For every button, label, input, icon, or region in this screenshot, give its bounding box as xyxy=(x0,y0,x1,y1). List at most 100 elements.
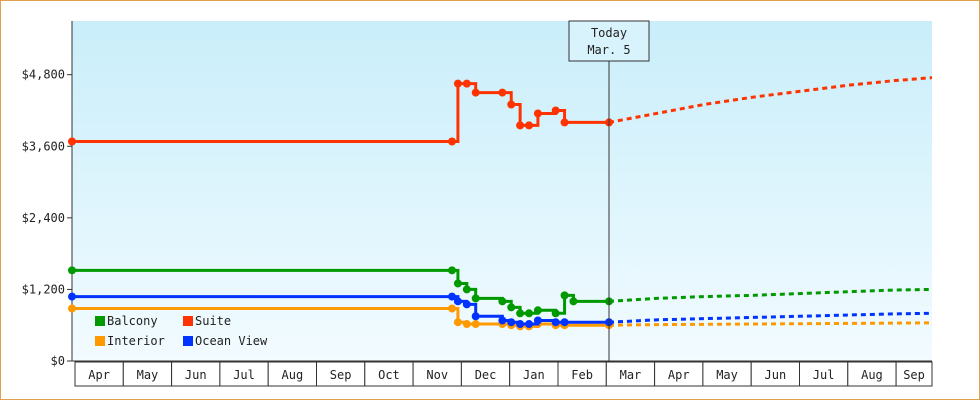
month-cell xyxy=(895,361,933,387)
forecast-line-balcony xyxy=(608,287,933,303)
data-point-ocean-view xyxy=(453,297,462,306)
month-label: May xyxy=(716,368,738,382)
month-cell xyxy=(412,361,462,387)
month-label: Jul xyxy=(813,368,835,382)
month-cell xyxy=(799,361,849,387)
legend-label-interior: Interior xyxy=(107,334,165,348)
data-point-interior xyxy=(471,320,480,329)
data-point-balcony xyxy=(569,297,578,306)
data-point-ocean-view xyxy=(471,312,480,321)
legend-label-ocean-view: Ocean View xyxy=(195,334,268,348)
today-callout-date: Mar. 5 xyxy=(587,43,630,57)
data-point-interior xyxy=(448,304,456,313)
data-point-ocean-view xyxy=(498,316,507,325)
data-point-suite xyxy=(533,109,542,118)
data-point-balcony xyxy=(453,279,462,288)
legend-swatch-interior xyxy=(95,336,105,346)
series-line-balcony xyxy=(72,268,609,315)
month-cell xyxy=(702,361,752,387)
data-point-ocean-view xyxy=(68,292,76,301)
y-tick-label: $2,400 xyxy=(22,211,65,225)
data-point-balcony xyxy=(533,306,542,315)
data-point-ocean-view xyxy=(516,320,525,329)
month-label: Jun xyxy=(765,368,787,382)
month-label: Aug xyxy=(282,368,304,382)
data-point-balcony xyxy=(498,297,507,306)
data-point-balcony xyxy=(551,309,560,318)
series-balcony xyxy=(68,266,933,318)
data-point-ocean-view xyxy=(448,292,456,301)
data-point-suite xyxy=(462,79,471,88)
today-callout-title: Today xyxy=(591,26,627,40)
month-cell xyxy=(122,361,173,387)
month-cell xyxy=(509,361,559,387)
data-point-suite xyxy=(525,121,534,130)
data-point-interior xyxy=(453,318,462,327)
month-label: Mar xyxy=(620,368,642,382)
data-point-balcony xyxy=(560,291,569,300)
data-point-suite xyxy=(516,121,525,130)
legend-label-balcony: Balcony xyxy=(107,314,158,328)
month-label: Jan xyxy=(523,368,545,382)
data-point-suite xyxy=(453,79,462,88)
data-point-interior xyxy=(462,320,471,329)
data-point-ocean-view xyxy=(551,318,560,327)
month-cell xyxy=(219,361,269,387)
month-cell xyxy=(750,361,801,387)
data-point-balcony xyxy=(462,285,471,294)
data-point-suite xyxy=(471,88,480,97)
data-point-ocean-view xyxy=(462,300,471,309)
today-marker: Today Mar. 5 xyxy=(568,20,650,361)
data-point-suite xyxy=(448,137,456,146)
month-label: Apr xyxy=(88,368,110,382)
data-point-ocean-view xyxy=(533,316,542,325)
month-label: Aug xyxy=(861,368,883,382)
month-cell xyxy=(460,361,511,387)
data-point-balcony xyxy=(68,266,76,275)
y-axis: $0 $1,200 $2,400 $3,600 $4,800 xyxy=(22,21,73,368)
forecast-line-ocean-view xyxy=(608,311,933,324)
legend-swatch-suite xyxy=(183,316,193,326)
data-point-suite xyxy=(507,100,516,109)
legend-swatch-balcony xyxy=(95,316,105,326)
month-label: Dec xyxy=(475,368,497,382)
month-label: Jun xyxy=(185,368,207,382)
forecast-line-interior xyxy=(608,321,933,327)
y-tick-label: $3,600 xyxy=(22,139,65,153)
month-label: Apr xyxy=(668,368,690,382)
month-label: Sep xyxy=(330,368,352,382)
y-tick-label: $0 xyxy=(51,354,65,368)
data-point-balcony xyxy=(471,294,480,303)
month-cell xyxy=(654,361,704,387)
y-tick-label: $4,800 xyxy=(22,68,65,82)
legend-label-suite: Suite xyxy=(195,314,231,328)
month-cell xyxy=(171,361,221,387)
x-axis: Apr May Jun Jul Aug Sep Oct Nov Dec Jan Feb Mar Apr M… xyxy=(72,360,933,387)
data-point-ocean-view xyxy=(525,320,534,329)
forecast-line-suite xyxy=(608,76,933,124)
series-layer xyxy=(68,76,933,331)
month-cell xyxy=(557,361,607,387)
month-label: Jul xyxy=(233,368,255,382)
data-point-interior xyxy=(68,304,76,313)
legend-swatch-ocean-view xyxy=(183,336,193,346)
data-point-balcony xyxy=(507,303,516,312)
month-label: Oct xyxy=(378,368,400,382)
legend: Balcony Suite Interior Ocean View xyxy=(95,314,268,348)
series-ocean-view xyxy=(68,292,933,329)
series-suite xyxy=(68,76,933,146)
data-point-ocean-view xyxy=(560,318,569,327)
data-point-suite xyxy=(560,118,569,127)
data-point-ocean-view xyxy=(507,318,516,327)
month-cell xyxy=(316,361,366,387)
data-point-suite xyxy=(498,88,507,97)
month-cell xyxy=(364,361,414,387)
month-label: Feb xyxy=(571,368,593,382)
month-cell xyxy=(847,361,897,387)
month-label: Sep xyxy=(903,368,925,382)
month-label: May xyxy=(137,368,159,382)
data-point-suite xyxy=(68,137,76,146)
month-cell xyxy=(267,361,318,387)
data-point-balcony xyxy=(525,309,534,318)
